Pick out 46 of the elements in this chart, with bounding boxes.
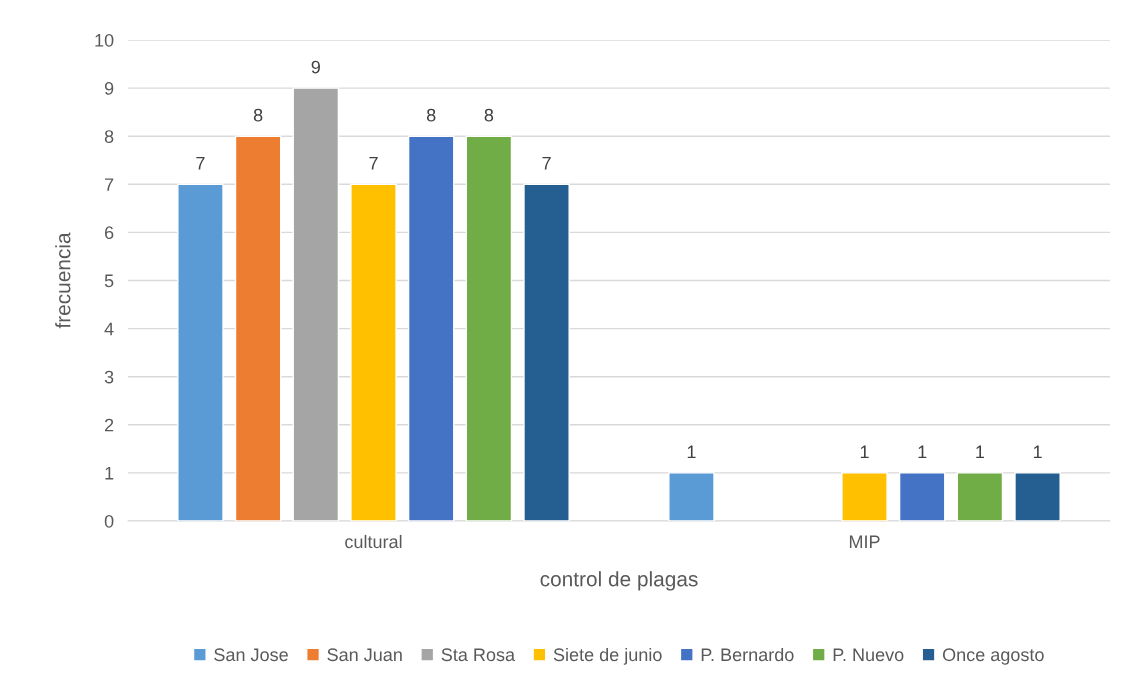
bar xyxy=(668,472,715,521)
data-label: 9 xyxy=(311,60,320,74)
y-tick-label: 10 xyxy=(95,33,114,47)
y-tick-label: 6 xyxy=(104,226,114,240)
data-label: 1 xyxy=(860,445,869,459)
data-label: 1 xyxy=(976,445,985,459)
data-label: 8 xyxy=(253,108,263,122)
data-label: 8 xyxy=(484,108,494,122)
y-tick-label: 3 xyxy=(104,370,114,384)
y-tick-label: 8 xyxy=(104,130,114,143)
bar xyxy=(841,472,888,521)
bar xyxy=(956,472,1004,521)
bar xyxy=(465,135,513,521)
y-tick-label: 0 xyxy=(104,514,114,528)
legend-label: P. Nuevo xyxy=(833,648,904,662)
data-label: 7 xyxy=(196,157,205,170)
legend-label: Sta Rosa xyxy=(441,648,516,662)
data-label: 1 xyxy=(687,445,696,459)
y-tick-label: 4 xyxy=(104,322,114,336)
bar xyxy=(1014,472,1061,521)
legend-label: San Jose xyxy=(214,648,288,662)
x-tick-label: MIP xyxy=(849,535,880,548)
legend-label: San Juan xyxy=(327,648,402,662)
y-axis-title: frecuencia xyxy=(55,232,71,329)
bar xyxy=(177,183,224,521)
y-tick-label: 9 xyxy=(104,82,114,95)
bar xyxy=(898,472,946,521)
bar xyxy=(292,87,340,521)
bar xyxy=(350,183,397,521)
data-label: 7 xyxy=(542,157,551,170)
data-label: 8 xyxy=(426,108,436,122)
data-label: 1 xyxy=(1033,445,1042,459)
legend-label: P. Bernardo xyxy=(701,647,794,662)
data-label: 7 xyxy=(369,157,378,170)
y-tick-label: 7 xyxy=(105,178,114,191)
bar xyxy=(407,135,455,521)
legend-label: Siete de junio xyxy=(553,647,662,665)
data-label: 1 xyxy=(918,445,927,459)
x-tick-label: cultural xyxy=(345,534,402,549)
x-axis-title: control de plagas xyxy=(540,571,698,591)
legend-label: Once agosto xyxy=(942,648,1044,665)
y-tick-label: 5 xyxy=(104,274,114,288)
bar xyxy=(234,135,282,521)
y-tick-label: 1 xyxy=(105,467,114,480)
bar xyxy=(523,183,570,521)
y-tick-label: 2 xyxy=(104,418,114,432)
